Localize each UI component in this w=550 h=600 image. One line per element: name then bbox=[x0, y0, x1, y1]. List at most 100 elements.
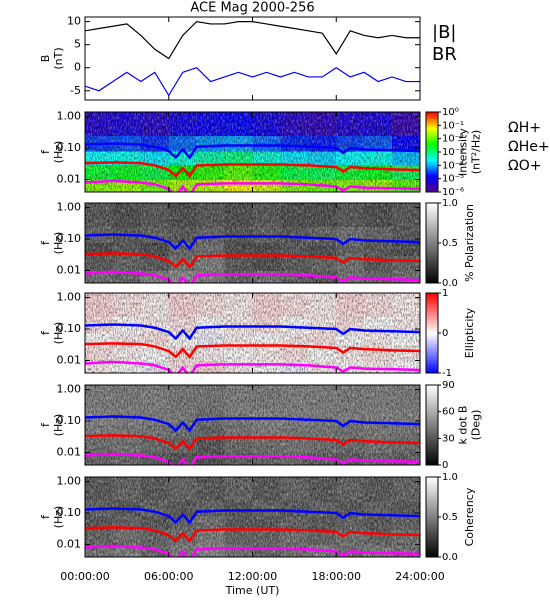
gyrofrequency-line bbox=[85, 526, 420, 543]
colorbar-label: k dot B bbox=[457, 406, 470, 445]
colorbar-segment bbox=[426, 357, 438, 360]
colorbar-label: Intensity bbox=[457, 128, 470, 176]
colorbar-segment bbox=[426, 176, 438, 179]
colorbar-segment bbox=[426, 136, 438, 139]
colorbar-segment bbox=[426, 507, 438, 510]
y-tick-label: 0.10 bbox=[57, 322, 82, 335]
colorbar-segment bbox=[426, 263, 438, 266]
y-tick-label: 0.01 bbox=[57, 537, 82, 550]
colorbar-segment bbox=[426, 355, 438, 358]
y-tick-label: 1.00 bbox=[57, 110, 82, 123]
colorbar-tick-label: 0 bbox=[442, 328, 448, 339]
colorbar-segment bbox=[426, 449, 438, 452]
y-tick-label: -5 bbox=[70, 84, 81, 97]
colorbar-segment bbox=[426, 485, 438, 488]
colorbar-segment bbox=[426, 455, 438, 458]
legend-entry: ΩHe+ bbox=[508, 139, 550, 155]
colorbar-segment bbox=[426, 293, 438, 296]
colorbar-segment bbox=[426, 138, 438, 141]
colorbar-segment bbox=[426, 391, 438, 394]
colorbar-segment bbox=[426, 217, 438, 220]
colorbar-segment bbox=[426, 533, 438, 536]
colorbar-tick-label: 0.0 bbox=[442, 278, 458, 289]
colorbar-segment bbox=[426, 329, 438, 332]
colorbar-label: (Deg) bbox=[470, 410, 483, 441]
y-tick-label: 0.01 bbox=[57, 172, 82, 185]
colorbar-segment bbox=[426, 351, 438, 354]
y-tick-label: 10 bbox=[67, 15, 81, 28]
gyrofrequency-line bbox=[85, 544, 420, 557]
colorbar-segment bbox=[426, 124, 438, 127]
colorbar-segment bbox=[426, 146, 438, 149]
colorbar-segment bbox=[426, 407, 438, 410]
colorbar-segment bbox=[426, 245, 438, 248]
colorbar-segment bbox=[426, 154, 438, 157]
colorbar-segment bbox=[426, 453, 438, 456]
colorbar-segment bbox=[426, 120, 438, 123]
colorbar-segment bbox=[426, 158, 438, 161]
gyrofrequency-line bbox=[85, 434, 420, 451]
colorbar-segment bbox=[426, 509, 438, 512]
colorbar-segment bbox=[426, 140, 438, 143]
colorbar-segment bbox=[426, 523, 438, 526]
y-tick-label: 0.01 bbox=[57, 445, 82, 458]
gyrofrequency-line bbox=[85, 252, 420, 269]
colorbar-segment bbox=[426, 184, 438, 187]
colorbar-segment bbox=[426, 367, 438, 370]
colorbar-segment bbox=[426, 481, 438, 484]
y-tick-label: 1.00 bbox=[57, 291, 82, 304]
colorbar-segment bbox=[426, 118, 438, 121]
colorbar-segment bbox=[426, 555, 438, 558]
y-axis-label: (Hz) bbox=[52, 141, 65, 164]
colorbar-segment bbox=[426, 499, 438, 502]
colorbar-segment bbox=[426, 439, 438, 442]
colorbar-segment bbox=[426, 295, 438, 298]
colorbar-segment bbox=[426, 174, 438, 177]
colorbar-segment bbox=[426, 255, 438, 258]
colorbar-segment bbox=[426, 152, 438, 155]
colorbar-tick-label: 30 bbox=[442, 433, 455, 444]
colorbar-segment bbox=[426, 160, 438, 163]
colorbar-segment bbox=[426, 297, 438, 300]
colorbar-segment bbox=[426, 225, 438, 228]
colorbar-segment bbox=[426, 311, 438, 314]
y-axis-label: f bbox=[39, 240, 52, 245]
colorbar-segment bbox=[426, 535, 438, 538]
y-tick-label: 0.10 bbox=[57, 141, 82, 154]
y-axis-label: (Hz) bbox=[52, 506, 65, 529]
texture bbox=[85, 385, 420, 465]
colorbar-segment bbox=[426, 531, 438, 534]
colorbar-segment bbox=[426, 513, 438, 516]
colorbar-segment bbox=[426, 277, 438, 280]
colorbar-segment bbox=[426, 162, 438, 165]
colorbar-segment bbox=[426, 243, 438, 246]
colorbar-segment bbox=[426, 527, 438, 530]
colorbar-segment bbox=[426, 433, 438, 436]
colorbar-tick-label: 0 bbox=[442, 460, 448, 471]
colorbar-segment bbox=[426, 190, 438, 193]
colorbar-segment bbox=[426, 349, 438, 352]
y-axis-label: (Hz) bbox=[52, 322, 65, 345]
colorbar-segment bbox=[426, 445, 438, 448]
colorbar-segment bbox=[426, 327, 438, 330]
colorbar-segment bbox=[426, 463, 438, 466]
y-tick-label: 5 bbox=[74, 38, 81, 51]
colorbar-segment bbox=[426, 353, 438, 356]
colorbar-segment bbox=[426, 279, 438, 282]
plot-area bbox=[85, 20, 420, 97]
colorbar-segment bbox=[426, 431, 438, 434]
colorbar-segment bbox=[426, 359, 438, 362]
colorbar-tick-label: 10⁻⁶ bbox=[442, 187, 464, 198]
colorbar-tick-label: 60 bbox=[442, 407, 455, 418]
colorbar-segment bbox=[426, 211, 438, 214]
colorbar-segment bbox=[426, 415, 438, 418]
colorbar-segment bbox=[426, 419, 438, 422]
colorbar-segment bbox=[426, 423, 438, 426]
y-axis-label: (Hz) bbox=[52, 414, 65, 437]
colorbar-segment bbox=[426, 207, 438, 210]
colorbar-segment bbox=[426, 371, 438, 374]
colorbar-segment bbox=[426, 313, 438, 316]
colorbar-segment bbox=[426, 132, 438, 135]
y-tick-label: 0.10 bbox=[57, 414, 82, 427]
